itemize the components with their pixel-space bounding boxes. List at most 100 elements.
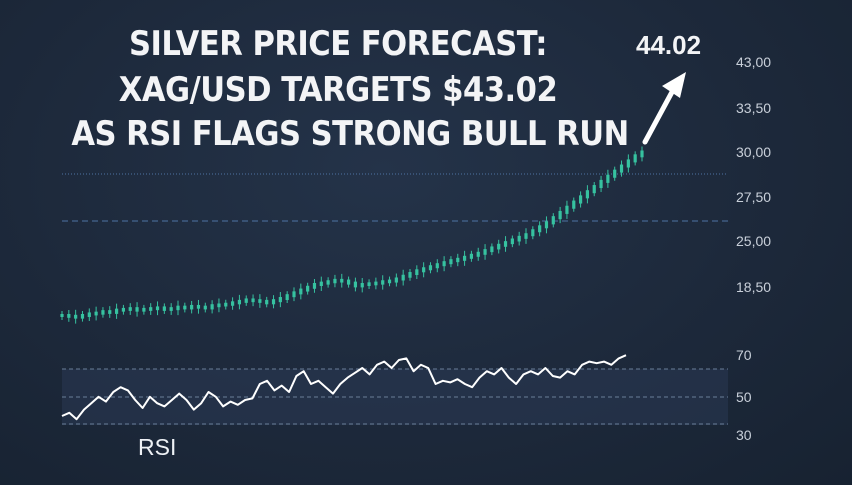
price-candle-body	[456, 257, 460, 263]
price-candle-body	[292, 291, 296, 298]
price-candle	[169, 303, 173, 315]
price-candle-body	[490, 246, 494, 253]
price-candle-body	[422, 267, 426, 273]
price-candle-body	[510, 238, 514, 245]
price-candle	[74, 309, 78, 324]
guide-lines	[62, 173, 728, 425]
price-candle	[483, 244, 487, 260]
arrow-head	[662, 72, 686, 98]
price-candle	[271, 295, 276, 309]
price-candle	[592, 182, 596, 197]
price-candle	[408, 269, 412, 281]
price-tick-label: 18,50	[736, 279, 772, 295]
price-candle-body	[251, 298, 255, 303]
price-candle-body	[203, 305, 207, 310]
price-candle-body	[524, 233, 528, 239]
price-candle	[251, 294, 255, 307]
price-candle	[265, 296, 269, 308]
price-candle-body	[353, 281, 358, 288]
price-candle	[538, 221, 542, 237]
price-candle-body	[67, 313, 71, 318]
price-candle-body	[101, 310, 105, 315]
price-candle-body	[394, 277, 398, 283]
price-candle-body	[442, 261, 446, 267]
price-candle-body	[340, 278, 344, 283]
price-candle-body	[428, 265, 433, 271]
price-tick-label: 25,00	[736, 233, 772, 249]
rsi-panel-label: RSI	[138, 434, 177, 460]
price-candle	[558, 206, 562, 224]
price-candle-body	[551, 216, 555, 225]
price-candle-body	[60, 313, 64, 317]
price-tick-label: 30,00	[736, 144, 772, 160]
price-candle	[114, 303, 119, 319]
price-candle-body	[346, 279, 351, 285]
rsi-series	[61, 354, 627, 421]
price-candle	[326, 277, 330, 288]
price-candle	[237, 294, 242, 310]
price-candle	[67, 309, 71, 322]
price-candle	[578, 191, 583, 208]
price-candle-body	[108, 310, 112, 314]
price-candle	[306, 282, 310, 295]
price-candle-body	[613, 169, 617, 178]
price-candle-body	[169, 307, 173, 311]
price-candle-body	[517, 235, 521, 242]
price-candle-body	[531, 229, 535, 237]
price-candle	[503, 236, 508, 252]
price-candle	[606, 169, 610, 188]
price-candle	[435, 259, 439, 273]
price-candle-body	[633, 154, 637, 163]
price-candle-body	[387, 279, 392, 284]
price-candle-body	[278, 297, 282, 303]
price-candle	[176, 300, 180, 316]
price-candle	[456, 253, 460, 267]
price-candle	[613, 166, 617, 181]
chart-title-line-2: XAG/USD TARGETS $43.02	[118, 70, 558, 110]
price-candle-body	[319, 281, 323, 287]
price-candle-body	[592, 185, 596, 194]
price-candle	[258, 294, 262, 308]
price-candle	[497, 239, 501, 254]
price-candle-body	[326, 280, 330, 285]
price-candle	[183, 302, 187, 313]
price-candle-body	[306, 285, 310, 292]
chart-title-line-1: SILVER PRICE FORECAST:	[128, 24, 548, 64]
rsi-tick-label: 30	[736, 427, 752, 443]
price-candle-body	[367, 282, 371, 287]
price-candle	[94, 306, 98, 321]
price-candle-body	[408, 272, 412, 278]
price-candle	[292, 287, 296, 302]
price-candle	[210, 300, 214, 314]
price-candle-body	[578, 195, 583, 204]
price-candle-body	[183, 305, 187, 310]
price-candle-body	[190, 304, 194, 310]
price-candle-body	[312, 283, 317, 289]
price-candle	[619, 160, 624, 177]
price-candle	[599, 175, 603, 193]
price-candle-body	[155, 306, 160, 311]
price-candle-body	[626, 159, 630, 168]
price-candle	[142, 304, 146, 315]
price-candle	[244, 295, 248, 306]
price-candle-body	[142, 307, 146, 312]
price-candle	[367, 279, 371, 290]
rsi-tick-label: 50	[736, 389, 752, 405]
price-candle	[108, 306, 112, 318]
price-candle	[572, 197, 576, 212]
price-candle	[346, 276, 351, 288]
price-candle	[360, 278, 364, 293]
price-candle	[544, 216, 549, 234]
price-candle-body	[599, 179, 603, 189]
price-candle	[449, 256, 453, 268]
price-candle	[462, 250, 467, 266]
price-candle-body	[585, 190, 590, 199]
price-candle-body	[360, 283, 364, 288]
price-candle-body	[374, 281, 378, 286]
price-candle	[319, 276, 323, 292]
price-candle	[633, 151, 637, 166]
price-candle	[149, 303, 153, 315]
price-candle	[217, 298, 221, 313]
